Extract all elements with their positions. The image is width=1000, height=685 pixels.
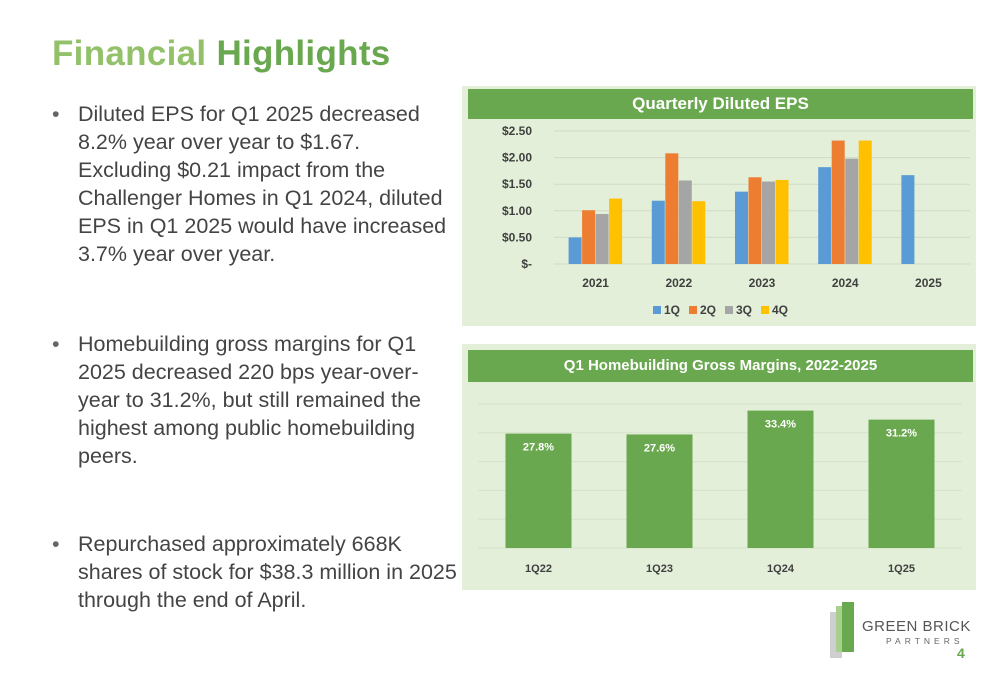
legend-swatch-3q [725,306,733,314]
margin-chart: 27.8% 1Q22 27.6% 1Q23 33.4% 1Q24 31.2% 1Q25 [478,403,962,575]
eps-bar-4q-2022 [692,201,706,264]
eps-y-tick-label: $2.50 [502,124,532,138]
eps-chart-panel: Quarterly Diluted EPS $- $0.50 $1.00 $1.50 $… [462,86,976,326]
margin-data-label: 27.8% [523,442,554,454]
eps-bar-2q-2024 [831,140,845,264]
eps-bar-3q-2022 [678,180,692,264]
legend-swatch-4q [761,306,769,314]
eps-x-tick-label: 2021 [582,276,609,290]
eps-y-tick-label: $1.50 [502,177,532,191]
margin-chart-panel: Q1 Homebuilding Gross Margins, 2022-2025… [462,344,976,590]
margin-x-tick-label: 1Q25 [888,563,915,575]
margin-x-tick-label: 1Q24 [767,563,795,575]
legend-swatch-1q [653,306,661,314]
eps-bar-4q-2024 [858,140,872,264]
eps-x-tick-label: 2025 [915,276,942,290]
bullet-gross-margins: Homebuilding gross margins for Q1 2025 d… [52,330,458,470]
page-title: Financial Highlights [52,34,391,74]
margin-bar-1Q25 [868,419,935,548]
logo-name: GREEN BRICK [862,618,971,635]
eps-bar-3q-2023 [762,181,775,264]
margin-bar-1Q22 [505,433,572,548]
eps-bar-1q-2021 [568,237,582,264]
legend-swatch-2q [689,306,697,314]
legend-label-1q: 1Q [664,303,680,317]
title-part-2: Highlights [216,34,391,73]
eps-bar-2q-2021 [582,210,596,264]
eps-bar-2q-2023 [748,177,762,264]
eps-y-tick-label: $0.50 [502,230,532,244]
eps-bar-1q-2023 [735,191,748,264]
eps-bar-4q-2021 [609,198,623,264]
title-part-1: Financial [52,34,207,73]
eps-bar-1q-2024 [818,167,832,264]
logo-subtitle: PARTNERS [886,636,964,646]
eps-bar-1q-2022 [651,200,665,264]
eps-bar-3q-2024 [845,158,859,264]
eps-y-tick-label: $2.00 [502,151,532,165]
bullet-eps: Diluted EPS for Q1 2025 decreased 8.2% y… [52,100,458,268]
eps-x-tick-label: 2022 [665,276,692,290]
eps-bar-4q-2023 [775,179,789,264]
margin-chart-title: Q1 Homebuilding Gross Margins, 2022-2025 [468,350,973,382]
margin-bar-1Q24 [747,410,814,548]
margin-data-label: 33.4% [765,419,796,431]
margin-x-tick-label: 1Q22 [525,563,552,575]
eps-bar-3q-2021 [595,213,609,264]
eps-chart-title: Quarterly Diluted EPS [468,89,973,119]
margin-data-label: 27.6% [644,442,675,454]
eps-y-tick-label: $- [521,257,532,271]
margin-data-label: 31.2% [886,428,917,440]
page-number: 4 [957,645,965,661]
eps-bar-1q-2025 [901,175,915,264]
margin-bar-1Q23 [626,434,693,548]
bullet-repurchase: Repurchased approximately 668K shares of… [52,530,458,614]
eps-bar-2q-2022 [665,153,679,264]
legend-label-4q: 4Q [772,303,788,317]
green-brick-logo-mark [830,602,854,658]
legend-label-3q: 3Q [736,303,752,317]
eps-chart: $- $0.50 $1.00 $1.50 $2.00 $2.50 2021 2022 2023 2… [502,124,970,317]
eps-x-tick-label: 2023 [749,276,776,290]
legend-label-2q: 2Q [700,303,716,317]
eps-y-tick-label: $1.00 [502,204,532,218]
margin-x-tick-label: 1Q23 [646,563,673,575]
eps-x-tick-label: 2024 [832,276,859,290]
